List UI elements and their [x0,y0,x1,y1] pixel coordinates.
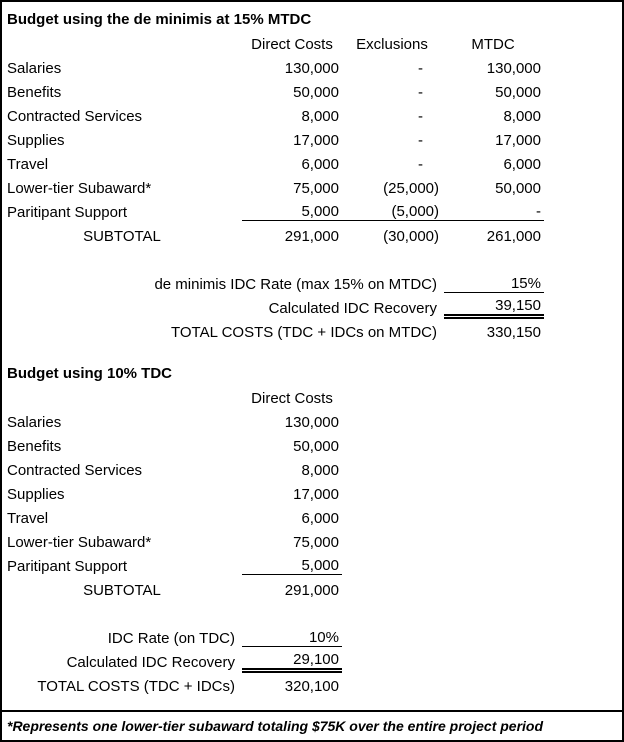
direct-costs-column-header: Direct Costs [251,389,333,407]
row-benefits: Benefits 50,000 [2,434,622,458]
idc-recovery-value: 29,100 [242,651,342,673]
exclusions-cell: - [418,83,423,101]
de-minimis-idc-rate-row: de minimis IDC Rate (max 15% on MTDC) 15… [2,272,622,296]
mtdc-cell: 8,000 [503,107,541,125]
direct-costs-cell: 6,000 [301,509,339,527]
calculated-idc-recovery-row: Calculated IDC Recovery 29,100 [2,650,622,674]
total-costs-row: TOTAL COSTS (TDC + IDCs on MTDC) 330,150 [2,320,622,344]
idc-rate-value: 10% [242,629,342,647]
direct-costs-cell: 75,000 [293,179,339,197]
row-travel: Travel 6,000 - 6,000 [2,152,622,176]
subtotal-label: SUBTOTAL [83,581,161,599]
row-label: Supplies [7,131,65,149]
direct-costs-cell: 8,000 [301,461,339,479]
spacer [2,248,622,272]
subtotal-label: SUBTOTAL [83,227,161,245]
summary-label: Calculated IDC Recovery [66,653,235,671]
row-contracted-services: Contracted Services 8,000 - 8,000 [2,104,622,128]
direct-costs-cell: 17,000 [293,131,339,149]
summary-label: Calculated IDC Recovery [268,299,437,317]
total-costs-value: 320,100 [284,677,339,695]
mtdc-column-header: MTDC [471,35,515,53]
row-label: Lower-tier Subaward* [7,179,152,197]
row-salaries: Salaries 130,000 [2,410,622,434]
tdc-subtotal-row: SUBTOTAL 291,000 [2,578,622,602]
idc-rate-value: 15% [444,275,544,293]
summary-label: IDC Rate (on TDC) [107,629,235,647]
mtdc-cell: - [442,203,544,221]
row-participant-support: Paritipant Support 5,000 (5,000) - [2,200,622,224]
row-label: Travel [7,509,49,527]
direct-costs-cell: 130,000 [284,413,339,431]
exclusions-cell: - [418,107,423,125]
exclusions-cell: (5,000) [342,203,442,221]
row-contracted-services: Contracted Services 8,000 [2,458,622,482]
exclusions-cell: - [418,59,423,77]
mtdc-cell: 50,000 [495,83,541,101]
row-label: Travel [7,155,49,173]
exclusions-column-header: Exclusions [356,35,428,53]
row-label: Contracted Services [7,461,143,479]
footnote: *Represents one lower-tier subaward tota… [2,710,622,740]
direct-costs-cell: 6,000 [301,155,339,173]
direct-costs-cell: 50,000 [293,437,339,455]
row-label: Salaries [7,413,62,431]
row-label: Salaries [7,59,62,77]
tdc-budget-section: Budget using 10% TDC Direct Costs Salari… [2,362,622,698]
summary-label: TOTAL COSTS (TDC + IDCs on MTDC) [171,323,437,341]
row-label: Paritipant Support [7,557,128,575]
mtdc-column-header-row: Direct Costs Exclusions MTDC [2,32,622,56]
spacer [2,602,622,626]
summary-label: TOTAL COSTS (TDC + IDCs) [37,677,235,695]
row-lower-tier-subaward: Lower-tier Subaward* 75,000 (25,000) 50,… [2,176,622,200]
row-lower-tier-subaward: Lower-tier Subaward* 75,000 [2,530,622,554]
idc-rate-row: IDC Rate (on TDC) 10% [2,626,622,650]
idc-recovery-value: 39,150 [444,297,544,319]
direct-costs-cell: 130,000 [284,59,339,77]
row-benefits: Benefits 50,000 - 50,000 [2,80,622,104]
mtdc-cell: 17,000 [495,131,541,149]
mtdc-subtotal-row: SUBTOTAL 291,000 (30,000) 261,000 [2,224,622,248]
row-travel: Travel 6,000 [2,506,622,530]
row-participant-support: Paritipant Support 5,000 [2,554,622,578]
mtdc-cell: 130,000 [486,59,541,77]
mtdc-budget-section: Budget using the de minimis at 15% MTDC … [2,8,622,344]
row-label: Supplies [7,485,65,503]
subtotal-direct-costs: 291,000 [284,581,339,599]
exclusions-cell: (25,000) [383,179,439,197]
summary-label: de minimis IDC Rate (max 15% on MTDC) [154,275,437,293]
exclusions-cell: - [418,131,423,149]
calculated-idc-recovery-row: Calculated IDC Recovery 39,150 [2,296,622,320]
direct-costs-cell: 8,000 [301,107,339,125]
row-label: Contracted Services [7,107,143,125]
direct-costs-column-header: Direct Costs [251,35,333,53]
direct-costs-cell: 17,000 [293,485,339,503]
total-costs-row: TOTAL COSTS (TDC + IDCs) 320,100 [2,674,622,698]
mtdc-cell: 6,000 [503,155,541,173]
subtotal-exclusions: (30,000) [383,227,439,245]
row-label: Benefits [7,83,62,101]
subtotal-direct-costs: 291,000 [284,227,339,245]
direct-costs-cell: 75,000 [293,533,339,551]
exclusions-cell: - [418,155,423,173]
row-label: Benefits [7,437,62,455]
row-supplies: Supplies 17,000 - 17,000 [2,128,622,152]
direct-costs-cell: 5,000 [242,203,342,221]
tdc-section-title: Budget using 10% TDC [7,365,173,382]
row-supplies: Supplies 17,000 [2,482,622,506]
tdc-column-header-row: Direct Costs [2,386,622,410]
row-label: Paritipant Support [7,203,128,221]
row-label: Lower-tier Subaward* [7,533,152,551]
subtotal-mtdc: 261,000 [486,227,541,245]
direct-costs-cell: 50,000 [293,83,339,101]
total-costs-value: 330,150 [486,323,541,341]
direct-costs-cell: 5,000 [242,557,342,575]
row-salaries: Salaries 130,000 - 130,000 [2,56,622,80]
mtdc-section-title: Budget using the de minimis at 15% MTDC [7,11,312,28]
mtdc-cell: 50,000 [495,179,541,197]
